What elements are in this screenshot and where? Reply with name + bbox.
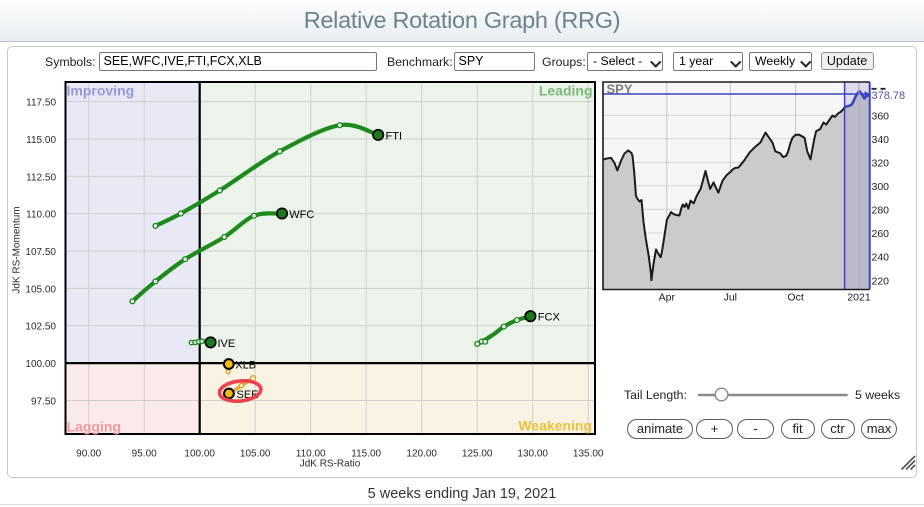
svg-text:95.00: 95.00 (132, 449, 157, 460)
svg-text:117.50: 117.50 (26, 98, 56, 109)
svg-text:120.00: 120.00 (406, 449, 437, 460)
svg-text:105.00: 105.00 (25, 284, 56, 295)
svg-text:115.00: 115.00 (26, 135, 56, 146)
svg-text:Leading: Leading (539, 83, 593, 99)
svg-text:Weakening: Weakening (518, 418, 592, 434)
svg-text:360: 360 (872, 110, 890, 122)
svg-text:100.00: 100.00 (25, 359, 56, 370)
svg-text:130.00: 130.00 (517, 449, 548, 460)
svg-text:Apr: Apr (659, 292, 676, 304)
svg-text:Lagging: Lagging (67, 419, 121, 435)
svg-text:WFC: WFC (289, 209, 314, 221)
svg-text:135.00: 135.00 (573, 449, 604, 460)
svg-text:115.00: 115.00 (351, 449, 381, 460)
svg-text:320: 320 (872, 158, 890, 170)
svg-text:97.50: 97.50 (31, 397, 56, 408)
svg-text:125.00: 125.00 (462, 449, 493, 460)
svg-text:JdK RS-Ratio: JdK RS-Ratio (300, 459, 361, 470)
svg-text:FTI: FTI (386, 130, 403, 142)
svg-text:Jul: Jul (724, 292, 737, 304)
svg-text:220: 220 (872, 275, 890, 287)
svg-text:340: 340 (872, 134, 890, 146)
svg-text:SPY: SPY (607, 82, 633, 97)
svg-text:102.50: 102.50 (25, 322, 56, 333)
svg-text:Oct: Oct (787, 292, 803, 304)
svg-text:260: 260 (872, 228, 890, 240)
svg-text:110.00: 110.00 (26, 210, 56, 221)
svg-text:XLB: XLB (235, 359, 256, 371)
svg-text:JdK RS-Momentum: JdK RS-Momentum (12, 206, 23, 293)
svg-text:IVE: IVE (218, 338, 236, 350)
svg-text:110.00: 110.00 (296, 449, 326, 460)
svg-text:300: 300 (872, 181, 890, 193)
svg-text:100.00: 100.00 (184, 449, 215, 460)
svg-text:105.00: 105.00 (240, 449, 271, 460)
svg-text:378.78: 378.78 (872, 90, 906, 102)
svg-text:107.50: 107.50 (25, 247, 56, 258)
svg-text:280: 280 (872, 205, 890, 217)
svg-text:2021: 2021 (847, 292, 871, 304)
svg-text:Improving: Improving (67, 83, 135, 99)
svg-text:240: 240 (872, 252, 890, 264)
svg-text:FCX: FCX (538, 312, 561, 324)
svg-text:112.50: 112.50 (26, 172, 56, 183)
svg-text:90.00: 90.00 (76, 449, 101, 460)
